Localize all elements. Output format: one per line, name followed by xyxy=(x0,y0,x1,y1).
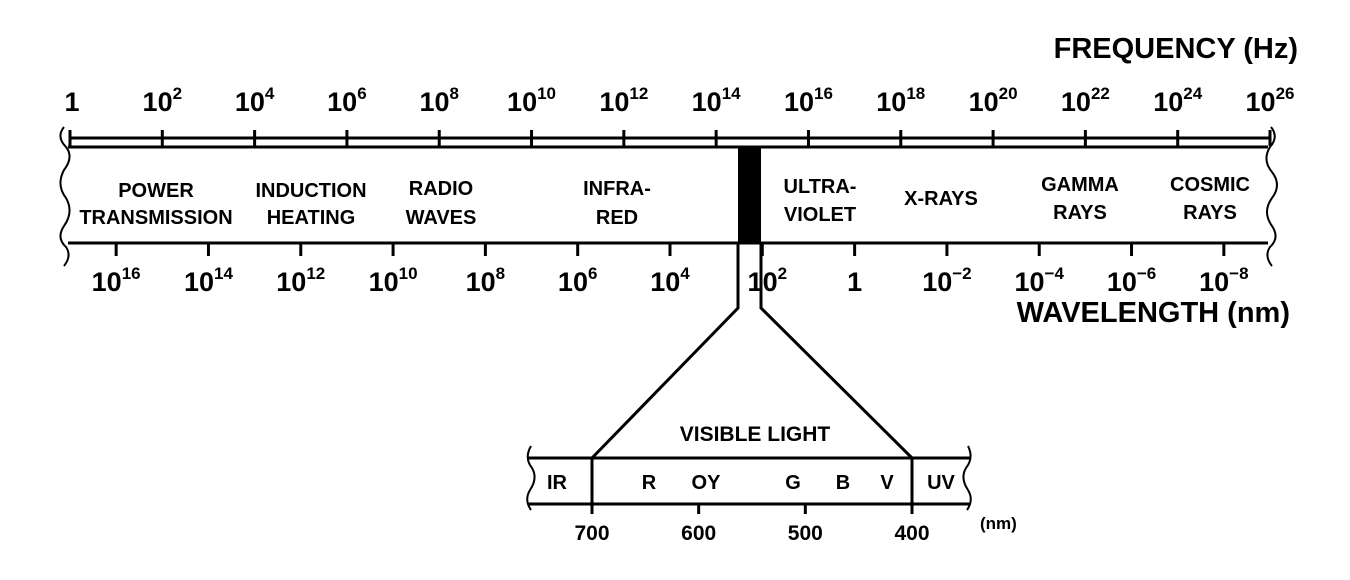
wavelength-tick-label: 10−6 xyxy=(1107,264,1156,297)
region-label: ULTRA- xyxy=(784,176,857,198)
region-label: INDUCTION xyxy=(255,180,366,202)
frequency-tick-label: 108 xyxy=(419,84,459,117)
region-label: WAVES xyxy=(406,207,477,229)
visible-band-label: R xyxy=(642,472,657,494)
region-label: TRANSMISSION xyxy=(79,207,232,229)
region-label: HEATING xyxy=(267,207,356,229)
frequency-tick-label: 1026 xyxy=(1246,84,1295,117)
wavelength-tick-label: 102 xyxy=(748,264,788,297)
wavelength-tick-label: 1016 xyxy=(92,264,141,297)
region-label: RAYS xyxy=(1053,202,1107,224)
visible-band-marker xyxy=(738,147,761,243)
wavelength-axis-title: WAVELENGTH (nm) xyxy=(1017,297,1290,329)
visible-ticks: 700 600 500 400 xyxy=(574,504,930,545)
visible-band-label: IR xyxy=(547,472,568,494)
wavelength-tick-label: 108 xyxy=(466,264,506,297)
region-label: RADIO xyxy=(409,178,473,200)
frequency-tick-label: 1022 xyxy=(1061,84,1110,117)
visible-tick-label: 700 xyxy=(574,522,609,545)
frequency-axis-title: FREQUENCY (Hz) xyxy=(1054,33,1298,65)
visible-band-labels: IR R OY G B V UV xyxy=(547,472,956,494)
visible-band-label: OY xyxy=(692,472,722,494)
region-labels: POWER TRANSMISSION INDUCTION HEATING RADIO WA… xyxy=(79,174,1250,229)
region-label: RED xyxy=(596,207,638,229)
funnel-left-line xyxy=(590,243,740,460)
frequency-tick-label: 1016 xyxy=(784,84,833,117)
region-label: POWER xyxy=(118,180,194,202)
region-label: X-RAYS xyxy=(904,188,978,210)
spectrum-bar-right-break xyxy=(1265,126,1278,267)
frequency-tick-label: 1012 xyxy=(599,84,648,117)
frequency-tick-label: 1024 xyxy=(1153,84,1203,117)
frequency-tick-label: 102 xyxy=(143,84,183,117)
wavelength-tick-label: 1014 xyxy=(184,264,234,297)
visible-unit-label: (nm) xyxy=(980,514,1017,533)
visible-light-title: VISIBLE LIGHT xyxy=(680,423,831,446)
wavelength-ticks xyxy=(114,243,1226,256)
frequency-tick-label: 1020 xyxy=(969,84,1018,117)
frequency-tick-label: 1018 xyxy=(876,84,925,117)
visible-band-label: G xyxy=(785,472,801,494)
visible-tick-label: 400 xyxy=(894,522,929,545)
visible-tick-label: 500 xyxy=(788,522,823,545)
wavelength-tick-label: 1010 xyxy=(369,264,418,297)
frequency-tick-label: 106 xyxy=(327,84,367,117)
wavelength-tick-label: 104 xyxy=(650,264,690,297)
frequency-tick-label: 104 xyxy=(235,84,275,117)
funnel-right-line xyxy=(759,243,914,460)
frequency-ticks xyxy=(68,130,1272,146)
wavelength-tick-label: 10−8 xyxy=(1199,264,1248,297)
visible-band-label: UV xyxy=(927,472,955,494)
visible-tick-label: 600 xyxy=(681,522,716,545)
frequency-tick-label: 1010 xyxy=(507,84,556,117)
wavelength-tick-label: 10−4 xyxy=(1015,264,1065,297)
visible-band-label: B xyxy=(836,472,850,494)
wavelength-tick-label: 1 xyxy=(847,267,862,297)
region-label: VIOLET xyxy=(784,204,856,226)
wavelength-tick-label: 106 xyxy=(558,264,598,297)
wavelength-tick-label: 10−2 xyxy=(922,264,971,297)
region-label: GAMMA xyxy=(1041,174,1119,196)
region-label: COSMIC xyxy=(1170,174,1250,196)
region-label: RAYS xyxy=(1183,202,1237,224)
frequency-tick-labels: 1 102 104 106 108 1010 1012 1014 1016 1018 1020 102… xyxy=(64,84,1294,117)
frequency-tick-label: 1014 xyxy=(692,84,742,117)
visible-bar-left-break xyxy=(526,445,536,511)
visible-bar-right-break xyxy=(962,445,972,511)
frequency-tick-label: 1 xyxy=(64,87,79,117)
region-label: INFRA- xyxy=(583,178,651,200)
wavelength-tick-label: 1012 xyxy=(276,264,325,297)
visible-band-label: V xyxy=(880,472,894,494)
spectrum-bar-left-break xyxy=(59,126,71,267)
wavelength-tick-labels: 1016 1014 1012 1010 108 106 104 102 1 10−2 10−4 10−… xyxy=(92,264,1249,297)
